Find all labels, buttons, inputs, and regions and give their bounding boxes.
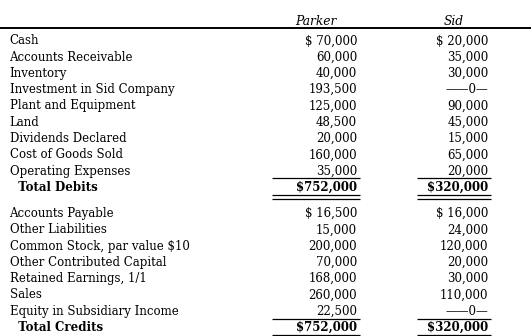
Text: 30,000: 30,000: [447, 272, 489, 285]
Text: Retained Earnings, 1/1: Retained Earnings, 1/1: [10, 272, 147, 285]
Text: 15,000: 15,000: [316, 223, 357, 236]
Text: Sales: Sales: [10, 289, 41, 301]
Text: Other Liabilities: Other Liabilities: [10, 223, 106, 236]
Text: Cash: Cash: [10, 34, 39, 47]
Text: $ 16,500: $ 16,500: [305, 207, 357, 220]
Text: Accounts Receivable: Accounts Receivable: [10, 50, 133, 64]
Text: 125,000: 125,000: [309, 99, 357, 113]
Text: 110,000: 110,000: [440, 289, 489, 301]
Text: Dividends Declared: Dividends Declared: [10, 132, 126, 145]
Text: $ 20,000: $ 20,000: [436, 34, 489, 47]
Text: Parker: Parker: [295, 15, 337, 28]
Text: Sid: Sid: [444, 15, 464, 28]
Text: Cost of Goods Sold: Cost of Goods Sold: [10, 148, 123, 161]
Text: 20,000: 20,000: [448, 165, 489, 178]
Text: $320,000: $320,000: [427, 181, 489, 194]
Text: 15,000: 15,000: [448, 132, 489, 145]
Text: 30,000: 30,000: [447, 67, 489, 80]
Text: 60,000: 60,000: [316, 50, 357, 64]
Text: Investment in Sid Company: Investment in Sid Company: [10, 83, 174, 96]
Text: 48,500: 48,500: [316, 116, 357, 129]
Text: 70,000: 70,000: [316, 256, 357, 269]
Text: 20,000: 20,000: [448, 256, 489, 269]
Text: ——0—: ——0—: [446, 305, 489, 318]
Text: $752,000: $752,000: [296, 321, 357, 334]
Text: ——0—: ——0—: [446, 83, 489, 96]
Text: Land: Land: [10, 116, 39, 129]
Text: 22,500: 22,500: [316, 305, 357, 318]
Text: 260,000: 260,000: [309, 289, 357, 301]
Text: 193,500: 193,500: [309, 83, 357, 96]
Text: 24,000: 24,000: [448, 223, 489, 236]
Text: Accounts Payable: Accounts Payable: [10, 207, 114, 220]
Text: Plant and Equipment: Plant and Equipment: [10, 99, 135, 113]
Text: $ 16,000: $ 16,000: [436, 207, 489, 220]
Text: Total Credits: Total Credits: [10, 321, 102, 334]
Text: Inventory: Inventory: [10, 67, 67, 80]
Text: 168,000: 168,000: [309, 272, 357, 285]
Text: $ 70,000: $ 70,000: [305, 34, 357, 47]
Text: 160,000: 160,000: [309, 148, 357, 161]
Text: 35,000: 35,000: [447, 50, 489, 64]
Text: Equity in Subsidiary Income: Equity in Subsidiary Income: [10, 305, 178, 318]
Text: 200,000: 200,000: [309, 240, 357, 253]
Text: 20,000: 20,000: [316, 132, 357, 145]
Text: 90,000: 90,000: [447, 99, 489, 113]
Text: $320,000: $320,000: [427, 321, 489, 334]
Text: Common Stock, par value $10: Common Stock, par value $10: [10, 240, 190, 253]
Text: Operating Expenses: Operating Expenses: [10, 165, 130, 178]
Text: 40,000: 40,000: [316, 67, 357, 80]
Text: Other Contributed Capital: Other Contributed Capital: [10, 256, 166, 269]
Text: Total Debits: Total Debits: [10, 181, 97, 194]
Text: $752,000: $752,000: [296, 181, 357, 194]
Text: 45,000: 45,000: [447, 116, 489, 129]
Text: 35,000: 35,000: [316, 165, 357, 178]
Text: 120,000: 120,000: [440, 240, 489, 253]
Text: 65,000: 65,000: [447, 148, 489, 161]
